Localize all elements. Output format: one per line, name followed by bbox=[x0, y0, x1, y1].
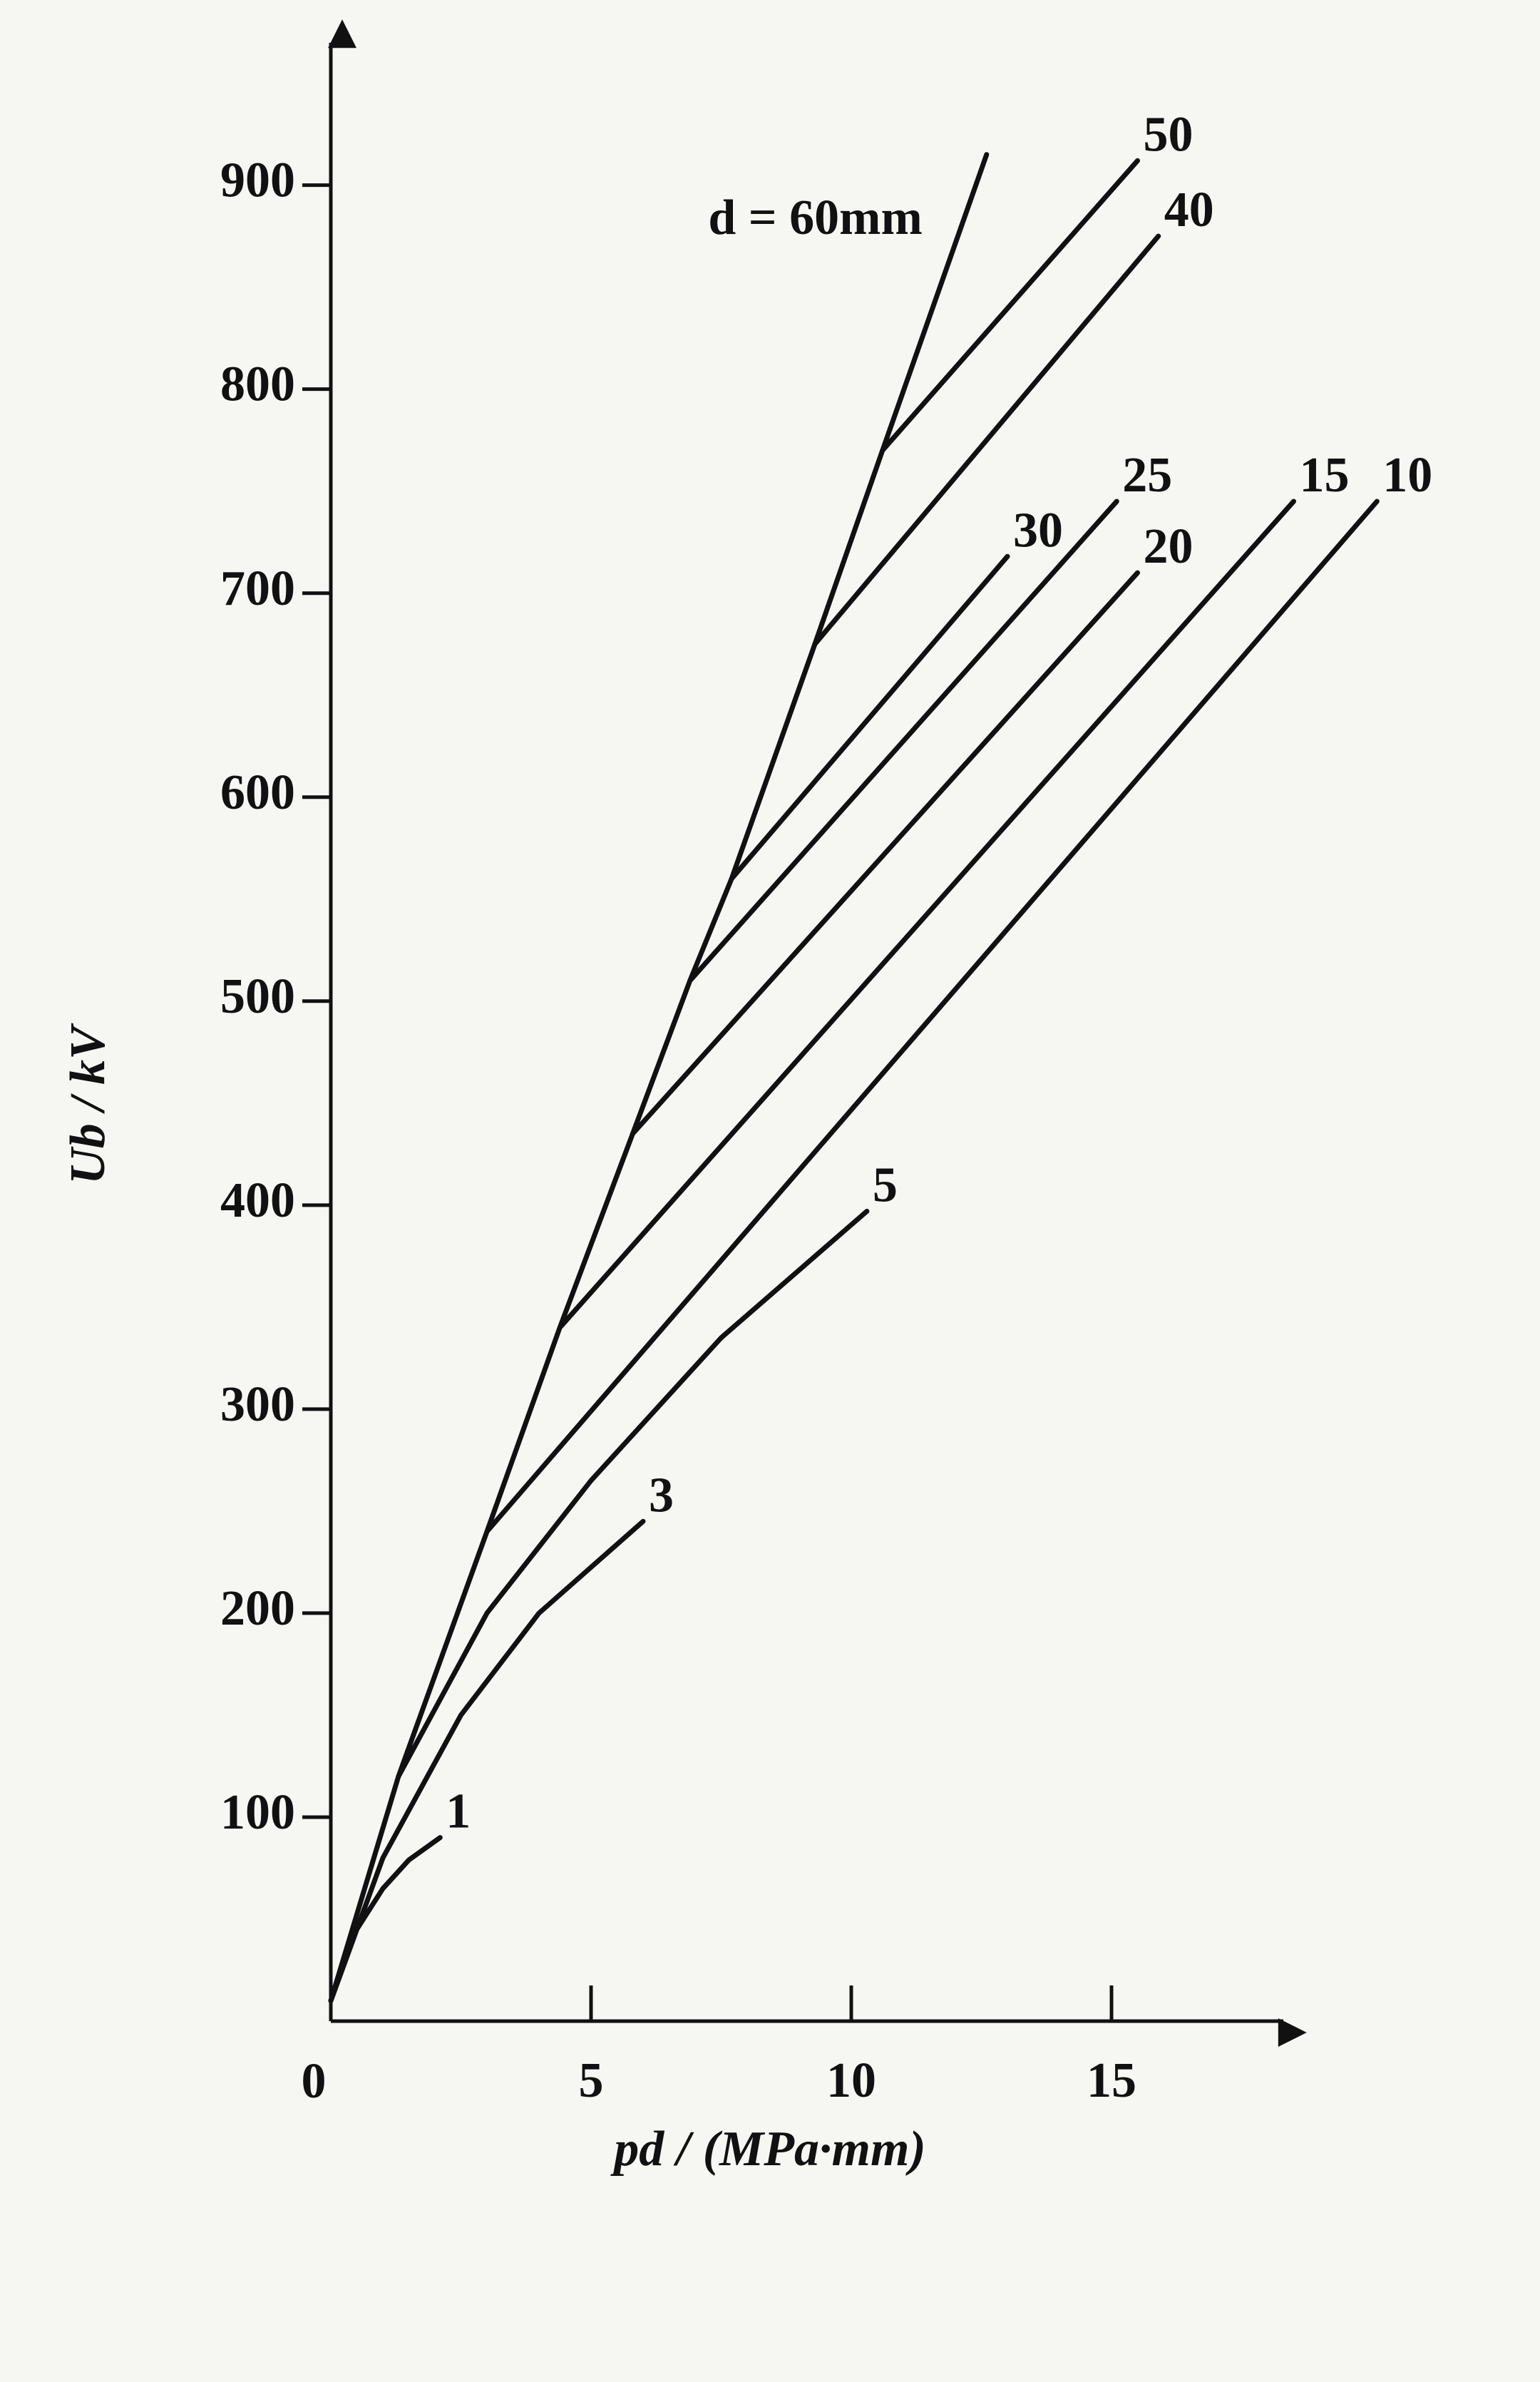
series-line bbox=[328, 1518, 646, 2003]
line-label: 5 bbox=[873, 1157, 898, 1212]
y-tick-label: 100 bbox=[220, 1785, 295, 1840]
y-tick-label: 500 bbox=[220, 969, 295, 1024]
y-tick-label: 800 bbox=[220, 357, 295, 412]
series-line bbox=[630, 570, 1140, 1137]
line-label: 30 bbox=[1013, 503, 1063, 558]
line-label: 10 bbox=[1382, 448, 1432, 503]
series-line bbox=[729, 553, 1010, 881]
series-line bbox=[328, 1835, 443, 2003]
y-tick-label: 600 bbox=[220, 765, 295, 820]
line-label: 50 bbox=[1144, 107, 1194, 162]
origin-label: 0 bbox=[302, 2054, 327, 2109]
line-label: 40 bbox=[1164, 183, 1214, 237]
series-line bbox=[396, 1208, 870, 1779]
line-label: 20 bbox=[1144, 519, 1194, 574]
line-label: 3 bbox=[649, 1468, 674, 1523]
series-line bbox=[880, 158, 1140, 453]
y-tick-label: 200 bbox=[220, 1581, 295, 1636]
y-tick-label: 300 bbox=[220, 1377, 295, 1432]
series-line bbox=[812, 233, 1161, 647]
line-label: 1 bbox=[446, 1784, 471, 1839]
y-tick-label: 900 bbox=[220, 153, 295, 208]
line-label: 15 bbox=[1300, 448, 1350, 503]
x-axis-label: pd / (MPa·mm) bbox=[610, 2122, 925, 2177]
series-line bbox=[484, 499, 1380, 1534]
line-label: 25 bbox=[1122, 448, 1172, 503]
x-tick-label: 15 bbox=[1087, 2053, 1136, 2108]
y-tick-label: 400 bbox=[220, 1173, 295, 1228]
y-axis-label: Ub / kV bbox=[61, 1023, 115, 1185]
series-line bbox=[687, 499, 1119, 983]
series-line bbox=[328, 152, 990, 2003]
x-tick-label: 5 bbox=[579, 2053, 604, 2108]
line-label: d = 60mm bbox=[708, 190, 922, 245]
x-tick-label: 10 bbox=[826, 2053, 876, 2108]
series-line bbox=[557, 499, 1296, 1330]
y-tick-label: 700 bbox=[220, 561, 295, 616]
